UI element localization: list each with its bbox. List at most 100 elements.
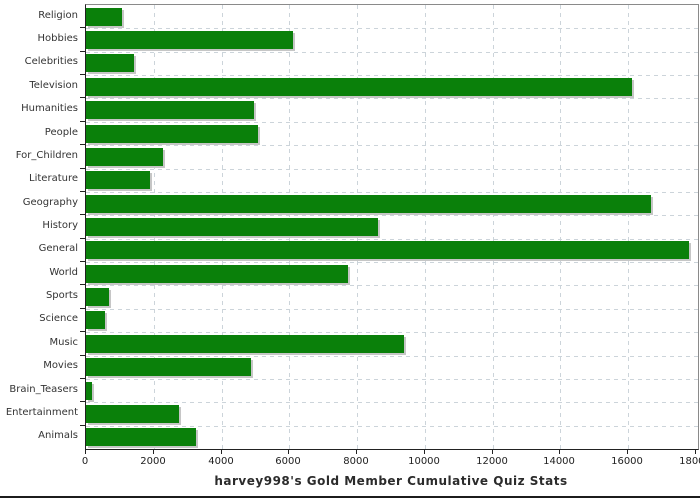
bar-brain_teasers [86,382,92,400]
bar-science [86,311,105,329]
x-axis-tick [288,449,289,454]
x-axis-label: 6000 [275,456,301,467]
category-label: Entertainment [5,407,78,418]
horizontal-gridline [86,52,698,53]
x-axis-label: 10000 [408,456,440,467]
bar-religion [86,8,122,26]
bar-history [86,218,378,236]
y-axis-tick [80,331,85,332]
y-axis-tick [80,238,85,239]
x-axis-label: 12000 [476,456,508,467]
horizontal-gridline [86,75,698,76]
vertical-gridline [424,5,426,449]
bar-celebrities [86,54,134,72]
horizontal-gridline [86,426,698,427]
horizontal-gridline [86,285,698,286]
category-label: Literature [29,173,78,184]
bar-literature [86,171,150,189]
category-label: People [44,127,78,138]
y-axis-tick [80,355,85,356]
x-axis-label: 14000 [543,456,575,467]
horizontal-gridline [86,192,698,193]
horizontal-gridline [86,309,698,310]
bar-people [86,125,258,143]
y-axis-tick [80,51,85,52]
x-axis-tick [627,449,628,454]
y-axis-tick [80,191,85,192]
vertical-gridline [560,5,562,449]
x-axis-tick [221,449,222,454]
category-label: History [42,220,78,231]
y-axis-tick [80,144,85,145]
y-axis-tick [80,284,85,285]
horizontal-gridline [86,379,698,380]
horizontal-gridline [86,356,698,357]
horizontal-gridline [86,28,698,29]
bar-sports [86,288,109,306]
horizontal-gridline [86,98,698,99]
y-axis-tick [80,97,85,98]
category-label: General [38,243,78,254]
bar-hobbies [86,31,293,49]
y-axis-tick [80,121,85,122]
bar-for_children [86,148,163,166]
x-axis-tick [356,449,357,454]
x-axis-label: 0 [81,456,89,467]
y-axis-tick [80,214,85,215]
x-axis-label: 2000 [140,456,166,467]
bar-geography [86,195,651,213]
y-axis-ticks [80,4,85,448]
bar-movies [86,358,251,376]
category-label: Sports [45,290,78,301]
category-label: Television [29,80,78,91]
horizontal-gridline [86,262,698,263]
category-label: Humanities [21,103,78,114]
chart-title: harvey998's Gold Member Cumulative Quiz … [214,474,568,488]
bar-humanities [86,101,254,119]
vertical-gridline [628,5,630,449]
y-axis-tick [80,74,85,75]
x-axis: 0 2000 4000 6000 8000 10000 12000 14000 16000 180… [81,449,700,473]
horizontal-gridline [86,239,698,240]
x-axis-label: 8000 [343,456,369,467]
y-axis-tick [80,27,85,28]
category-label: For_Children [15,150,78,161]
category-label: Geography [22,197,78,208]
y-axis-labels: Religion Hobbies Celebrities Television Huma… [0,4,78,448]
horizontal-gridline [86,215,698,216]
category-label: Music [49,337,78,348]
horizontal-gridline [86,332,698,333]
horizontal-gridline [86,402,698,403]
horizontal-gridline [86,145,698,146]
x-axis-tick [424,449,425,454]
horizontal-gridline [86,122,698,123]
x-axis-tick [559,449,560,454]
y-axis-tick [80,378,85,379]
x-axis-tick [153,449,154,454]
category-label: Religion [38,10,78,21]
x-axis-label: 4000 [208,456,234,467]
bar-television [86,78,632,96]
category-label: Animals [38,430,78,441]
bar-animals [86,428,196,446]
x-axis-tick [492,449,493,454]
y-axis-tick [80,401,85,402]
y-axis-tick [80,261,85,262]
category-label: World [49,267,78,278]
category-label: Hobbies [37,33,78,44]
plot-area [85,4,699,450]
x-axis-label: 18000 [679,456,700,467]
category-label: Science [39,313,78,324]
bar-general [86,241,689,259]
y-axis-tick [80,168,85,169]
bar-music [86,335,404,353]
x-axis-tick [85,449,86,454]
y-axis-tick [80,308,85,309]
bottom-border [0,496,700,498]
y-axis-tick [80,425,85,426]
vertical-gridline [492,5,494,449]
x-axis-tick [695,449,696,454]
category-label: Celebrities [24,56,78,67]
category-label: Brain_Teasers [9,384,78,395]
